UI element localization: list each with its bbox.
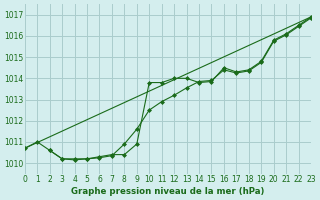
X-axis label: Graphe pression niveau de la mer (hPa): Graphe pression niveau de la mer (hPa) [71,187,265,196]
